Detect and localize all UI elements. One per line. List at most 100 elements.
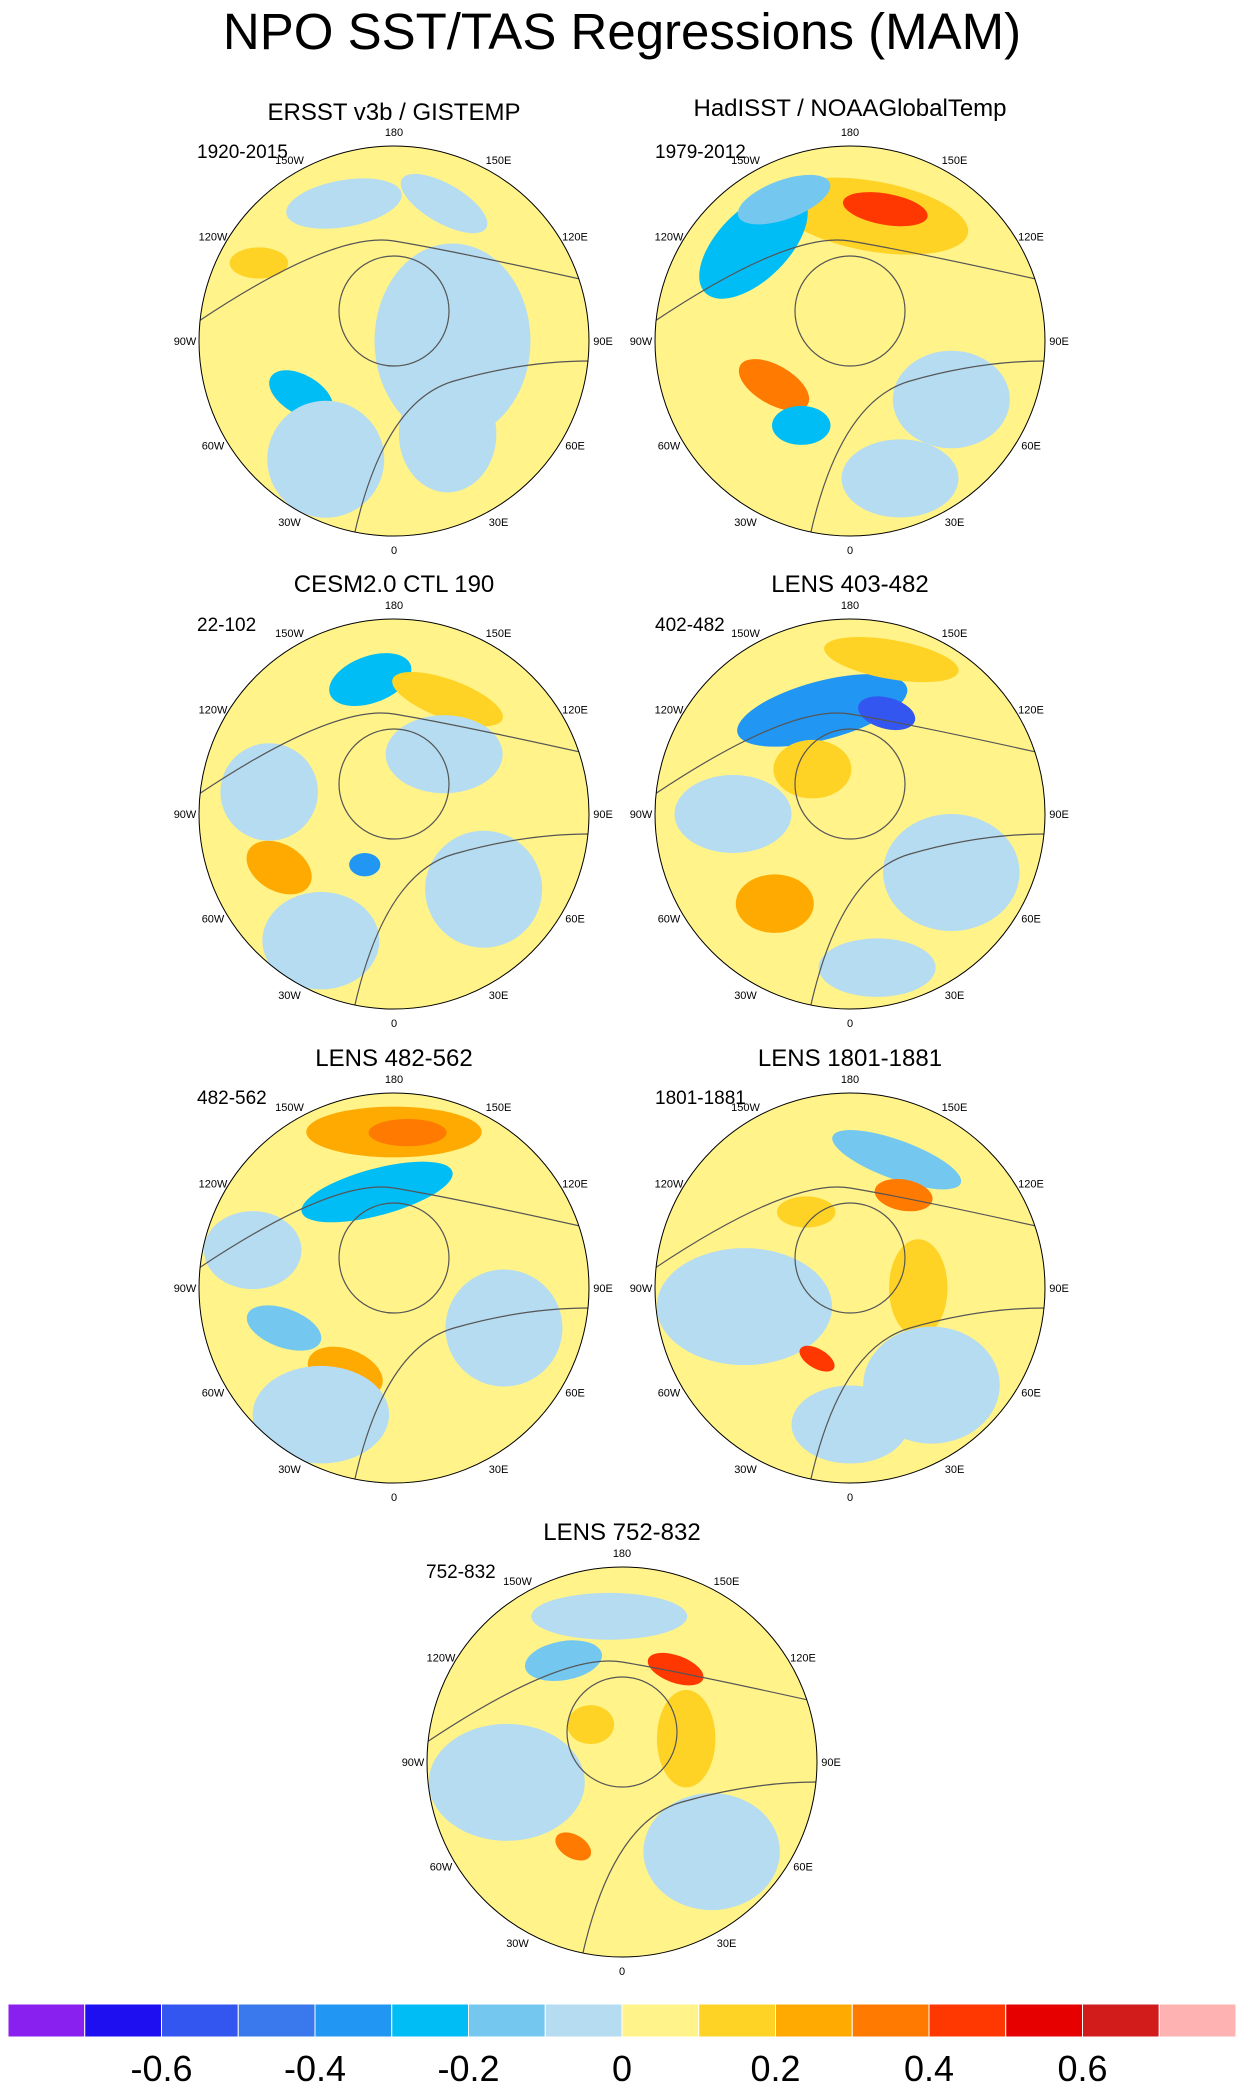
map-border xyxy=(654,145,1046,537)
coastline xyxy=(794,728,906,840)
coastline xyxy=(353,360,589,536)
longitude-label: 90E xyxy=(1049,1283,1069,1295)
colorbar-swatch xyxy=(468,2003,546,2038)
longitude-label: 180 xyxy=(841,1074,859,1086)
longitude-label: 30E xyxy=(945,1464,965,1476)
longitude-label: 120E xyxy=(562,1179,588,1191)
colorbar-tick-label: 0.6 xyxy=(1057,2048,1107,2087)
longitude-label: 120E xyxy=(1018,1179,1044,1191)
anomaly-region xyxy=(773,739,852,799)
longitude-label: 150W xyxy=(731,1102,760,1114)
longitude-label: 150W xyxy=(275,155,304,167)
colorbar-swatch xyxy=(1005,2003,1083,2038)
anomaly-region xyxy=(329,653,412,707)
anomaly-region xyxy=(647,1652,704,1686)
coastline xyxy=(794,1202,906,1314)
longitude-label: 30W xyxy=(734,517,757,529)
colorbar-swatch xyxy=(698,2003,776,2038)
colorbar-swatch xyxy=(544,2003,623,2038)
longitude-label: 150W xyxy=(275,628,304,640)
longitude-label: 90E xyxy=(821,1757,841,1769)
anomaly-region xyxy=(824,636,959,683)
longitude-label: 150W xyxy=(731,628,760,640)
anomaly-region xyxy=(874,1178,933,1212)
anomaly-region xyxy=(892,350,1010,449)
map-panel: 180 150E 120E 90E 60E 30E 0 30W 60W 90W 120W 150W CE… xyxy=(174,571,613,1030)
longitude-label: 120W xyxy=(655,232,684,244)
anomaly-region xyxy=(889,1239,948,1337)
map-border xyxy=(654,618,1046,1010)
coastline xyxy=(338,1202,450,1314)
longitude-label: 90W xyxy=(630,1283,653,1295)
colorbar-tick-label: 0 xyxy=(612,2048,632,2087)
map-panel: 180 150E 120E 90E 60E 30E 0 30W 60W 90W 120W 150W LE… xyxy=(174,1045,613,1504)
colorbar-swatch xyxy=(621,2003,700,2038)
anomaly-region xyxy=(531,1592,688,1640)
anomaly-region xyxy=(832,1130,962,1190)
longitude-label: 60W xyxy=(430,1862,453,1874)
coastline xyxy=(338,255,450,367)
longitude-label: 120W xyxy=(199,1179,228,1191)
longitude-label: 60W xyxy=(202,914,225,926)
anomaly-region xyxy=(776,1196,836,1228)
anomaly-region xyxy=(275,202,376,315)
longitude-label: 60W xyxy=(658,914,681,926)
longitude-label: 0 xyxy=(847,1492,853,1504)
anomaly-region xyxy=(425,830,543,948)
longitude-label: 30W xyxy=(278,990,301,1002)
longitude-label: 180 xyxy=(841,600,859,612)
coastline xyxy=(655,239,1045,322)
coastline xyxy=(353,1307,589,1483)
longitude-label: 150E xyxy=(486,155,512,167)
anomaly-region xyxy=(262,891,380,990)
longitude-label: 60E xyxy=(1021,1388,1041,1400)
colorbar-swatch xyxy=(928,2003,1007,2038)
anomaly-region xyxy=(842,192,928,227)
longitude-label: 90W xyxy=(174,809,197,821)
colorbar-swatch xyxy=(7,2003,86,2038)
colorbar-tick-label: -0.4 xyxy=(284,2048,346,2087)
map-panel: 180 150E 120E 90E 60E 30E 0 30W 60W 90W 120W 150W ER… xyxy=(174,99,613,557)
panel-title: CESM2.0 CTL 190 xyxy=(294,571,495,598)
longitude-label: 30W xyxy=(278,517,301,529)
map-border xyxy=(198,618,590,1010)
anomaly-region xyxy=(349,852,381,877)
longitude-label: 60E xyxy=(793,1862,813,1874)
anomaly-region xyxy=(385,715,503,794)
longitude-label: 120E xyxy=(562,705,588,717)
anomaly-region xyxy=(428,1723,585,1841)
panel-period: 1979-2012 xyxy=(655,142,746,163)
longitude-label: 120E xyxy=(562,232,588,244)
longitude-label: 30E xyxy=(945,990,965,1002)
longitude-label: 120W xyxy=(655,1179,684,1191)
map-panel: 180 150E 120E 90E 60E 30E 0 30W 60W 90W 120W 150W Ha… xyxy=(630,95,1069,557)
anomaly-region xyxy=(674,775,792,853)
coastline xyxy=(566,1676,678,1788)
longitude-label: 90W xyxy=(174,336,197,348)
anomaly-region xyxy=(301,1161,453,1223)
coastline xyxy=(655,1186,1045,1269)
colorbar-swatch xyxy=(1158,2003,1237,2038)
anomaly-region xyxy=(555,1832,592,1861)
longitude-label: 0 xyxy=(391,1018,397,1030)
coastline xyxy=(809,833,1045,1009)
coastline xyxy=(199,239,589,322)
anomaly-region xyxy=(567,1705,615,1745)
longitude-label: 90E xyxy=(593,336,613,348)
longitude-label: 90W xyxy=(630,809,653,821)
longitude-label: 180 xyxy=(385,1074,403,1086)
coastline xyxy=(809,1307,1045,1483)
longitude-label: 90E xyxy=(593,809,613,821)
anomaly-region xyxy=(643,1793,780,1911)
panel-period: 22-102 xyxy=(197,615,256,636)
colorbar-tick-label: 0.2 xyxy=(750,2048,800,2087)
panel-title: ERSST v3b / GISTEMP xyxy=(268,99,521,126)
longitude-label: 90W xyxy=(630,336,653,348)
anomaly-region xyxy=(799,1345,835,1372)
anomaly-region xyxy=(738,359,810,411)
longitude-label: 60W xyxy=(658,1388,681,1400)
panel-title: LENS 752-832 xyxy=(543,1519,700,1546)
longitude-label: 120W xyxy=(655,705,684,717)
longitude-label: 60E xyxy=(1021,441,1041,453)
